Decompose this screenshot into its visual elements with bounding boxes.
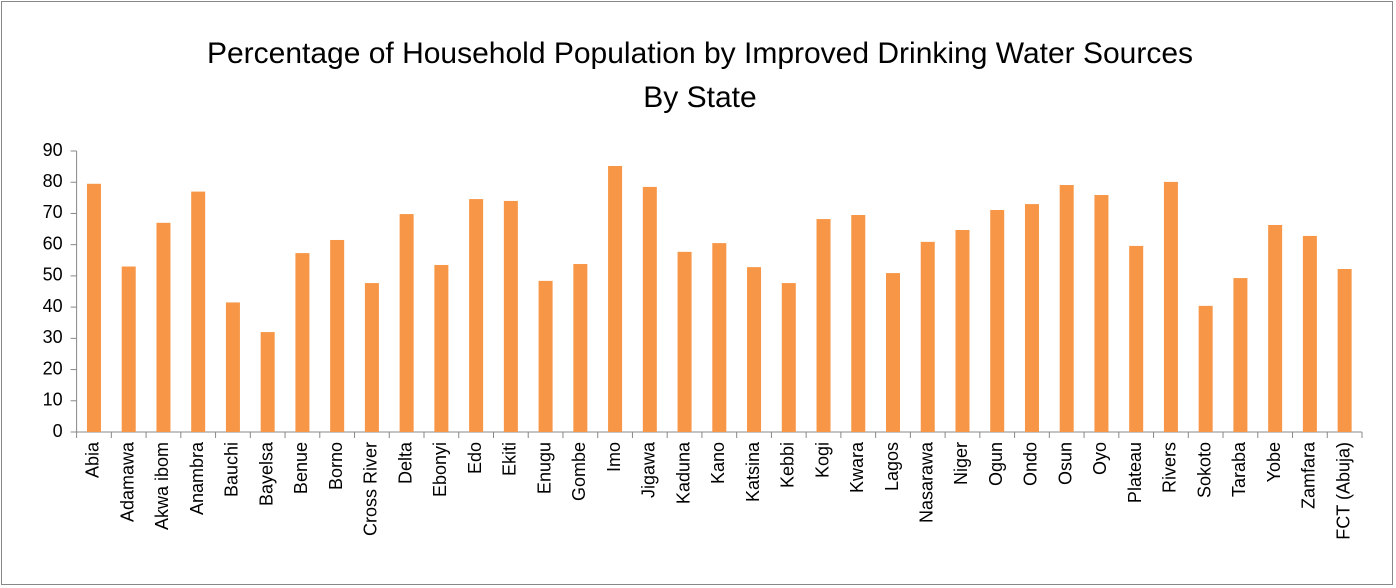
bar: [573, 264, 588, 432]
bar: [399, 214, 414, 432]
x-tick-label: Katsina: [743, 441, 763, 502]
x-tick-label: Kogi: [812, 442, 832, 478]
x-tick-label: Kaduna: [673, 441, 693, 504]
bar: [886, 273, 901, 432]
bar: [955, 229, 970, 432]
bar: [330, 239, 345, 432]
x-tick-label: Anambra: [187, 441, 207, 515]
bar: [608, 165, 623, 432]
x-tick-label: Gombe: [569, 442, 589, 501]
x-tick-label: Delta: [395, 441, 415, 484]
x-tick-label: Benue: [291, 442, 311, 494]
bar: [1163, 181, 1178, 432]
x-tick-label: Yobe: [1264, 442, 1284, 482]
bar: [712, 243, 727, 432]
x-tick-label: Kano: [708, 442, 728, 484]
bar: [1337, 269, 1352, 432]
bar: [851, 215, 866, 432]
bar: [1302, 235, 1317, 432]
bar: [1024, 204, 1039, 432]
bar: [225, 302, 240, 432]
x-tick-label: Kwara: [847, 441, 867, 493]
x-tick-label: Cross River: [361, 442, 381, 536]
x-tick-label: Oyo: [1090, 442, 1110, 475]
y-tick-label: 80: [43, 171, 63, 191]
x-tick-label: Bauchi: [222, 442, 242, 497]
y-tick-label: 40: [43, 296, 63, 316]
bar: [121, 266, 136, 432]
y-tick-label: 30: [43, 327, 63, 347]
y-tick-label: 90: [43, 140, 63, 160]
y-tick-label: 60: [43, 233, 63, 253]
bar: [1094, 195, 1109, 432]
x-tick-label: Imo: [604, 442, 624, 472]
bar: [781, 283, 796, 432]
y-tick-label: 10: [43, 390, 63, 410]
x-tick-label: Niger: [951, 442, 971, 485]
bar: [920, 241, 935, 432]
bar: [434, 264, 449, 432]
x-tick-label: Enugu: [534, 442, 554, 494]
x-tick-label: Osun: [1055, 442, 1075, 485]
bar: [295, 253, 310, 432]
x-tick-label: Borno: [326, 442, 346, 490]
y-tick-label: 0: [53, 421, 63, 441]
bar: [1268, 224, 1283, 432]
bar: [677, 251, 692, 432]
x-tick-label: Ogun: [986, 442, 1006, 486]
bar: [1233, 278, 1248, 432]
chart-title: Percentage of Household Population by Im…: [206, 37, 1194, 114]
bar: [503, 200, 518, 432]
x-tick-label: Lagos: [882, 442, 902, 491]
bar: [1059, 185, 1074, 432]
x-tick-label: Jigawa: [639, 441, 659, 498]
x-tick-label: Zamfara: [1299, 441, 1319, 509]
bar: [642, 186, 657, 432]
x-tick-label: Ebonyi: [430, 442, 450, 497]
bar: [747, 267, 762, 432]
bar: [191, 191, 206, 432]
bar: [538, 280, 553, 432]
bar: [1129, 245, 1144, 432]
x-tick-label: Sokoto: [1194, 442, 1214, 498]
y-tick-label: 70: [43, 202, 63, 222]
x-tick-label: Ondo: [1021, 442, 1041, 486]
bar: [260, 332, 275, 432]
y-tick-label: 20: [43, 358, 63, 378]
bar: [990, 210, 1005, 432]
x-tick-label: Adamawa: [117, 441, 137, 522]
x-tick-label: Abia: [83, 441, 103, 478]
bar: [816, 219, 831, 432]
x-tick-label: Akwa ibom: [152, 442, 172, 530]
bar: [1198, 305, 1213, 432]
x-tick-label: Edo: [465, 442, 485, 474]
x-tick-label: Ekiti: [500, 442, 520, 476]
x-tick-label: Plateau: [1125, 442, 1145, 503]
bar: [86, 183, 101, 432]
x-tick-label: Rivers: [1160, 442, 1180, 493]
y-tick-label: 50: [43, 265, 63, 285]
bar: [469, 199, 484, 432]
bar: [364, 283, 379, 432]
x-tick-label: Bayelsa: [256, 441, 276, 506]
x-tick-label: Taraba: [1229, 441, 1249, 497]
x-tick-label: FCT (Abuja): [1333, 442, 1353, 540]
x-tick-label: Kebbi: [778, 442, 798, 488]
x-tick-label: Nasarawa: [916, 441, 936, 523]
bar: [156, 222, 171, 432]
